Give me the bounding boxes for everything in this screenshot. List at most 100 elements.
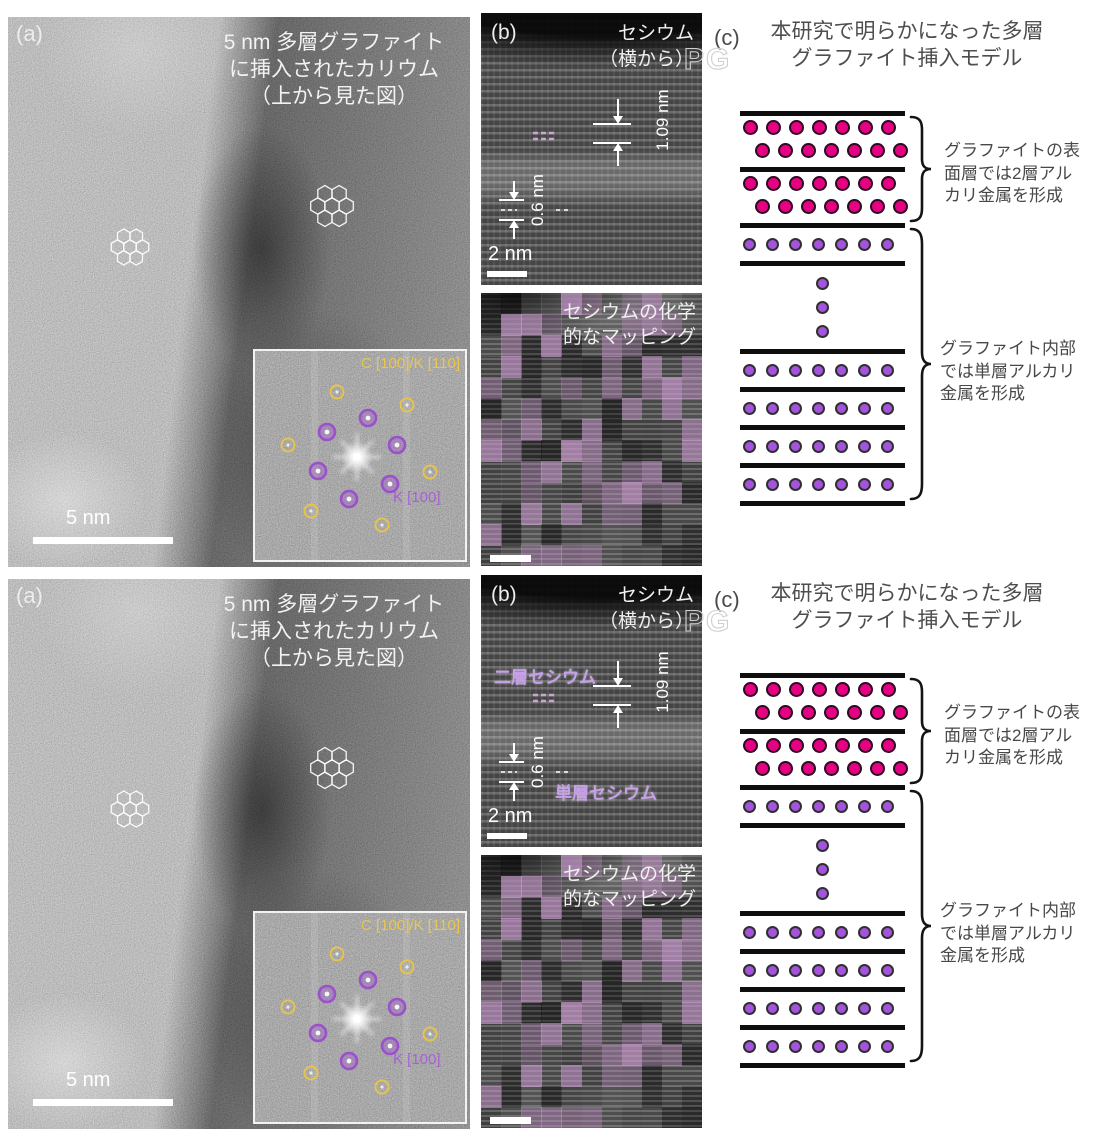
mapping-title: セシウムの化学 的なマッピング	[563, 300, 696, 350]
mapping-tile	[681, 855, 702, 877]
alkali-metal-atom	[870, 199, 885, 214]
mapping-tile	[641, 419, 663, 441]
mapping-tile	[661, 356, 683, 378]
mapping-tile	[581, 335, 603, 357]
alkali-metal-atom	[755, 705, 770, 720]
inner-monolayer-metal-row	[740, 916, 905, 949]
panel-b-chemical-mapping-image: セシウムの化学 的なマッピング	[481, 855, 702, 1128]
mapping-tile	[541, 1086, 562, 1108]
mapping-tile	[581, 419, 603, 441]
surface-bilayer-metal-rows	[740, 678, 908, 729]
mapping-tile	[561, 1107, 582, 1128]
mapping-tile	[681, 1023, 702, 1045]
surface-desc-line3: カリ金属を形成	[944, 748, 1063, 767]
inner-monolayer-metal-row	[740, 992, 905, 1025]
inner-layers-brace	[909, 227, 932, 501]
mapping-tile	[481, 482, 502, 504]
surface-desc-line2: 面層では2層アル	[944, 163, 1073, 183]
alkali-metal-atom	[858, 964, 871, 977]
mapping-tile	[481, 1023, 502, 1045]
alkali-metal-atom	[881, 926, 894, 939]
alkali-metal-atom	[812, 238, 825, 251]
mapping-tile	[501, 524, 522, 546]
mapping-tile	[501, 503, 522, 525]
mapping-tile	[661, 419, 683, 441]
panel-c-header-line2: グラファイト挿入モデル	[791, 609, 1023, 632]
panel-c-header-line2: グラファイト挿入モデル	[791, 47, 1023, 70]
mapping-tile	[561, 1023, 582, 1045]
scale-bar-b	[487, 271, 527, 277]
scale-bar-label-a: 5 nm	[66, 507, 111, 529]
panel-b-title-line1: セシウム	[617, 585, 694, 606]
intercalation-model-diagram	[740, 673, 908, 1068]
mapping-tile	[681, 939, 702, 961]
mapping-tile	[681, 897, 702, 919]
mapping-tile	[501, 1065, 522, 1087]
alkali-metal-atom	[801, 143, 816, 158]
mapping-tile	[561, 356, 582, 378]
fft-inset: C [100]/K [110] K [100]	[253, 911, 467, 1124]
alkali-metal-atom	[847, 199, 862, 214]
mapping-tile	[621, 440, 643, 462]
mapping-tile	[661, 440, 683, 462]
alkali-metal-atom	[755, 143, 770, 158]
alkali-metal-atom	[835, 364, 848, 377]
fft-k-axis-label: K [100]	[393, 489, 441, 506]
inner-layer-description: グラファイト内部 では単層アルカリ 金属を形成	[940, 900, 1076, 968]
measurement-annotations	[499, 99, 631, 239]
panel-b-title: セシウム （横から）	[599, 583, 694, 635]
alkali-metal-atom	[881, 402, 894, 415]
mapping-tile	[541, 1065, 562, 1087]
mapping-tile	[601, 461, 623, 483]
mapping-tile	[521, 960, 542, 982]
fft-c-axis-label: C [100]/K [110]	[361, 355, 460, 372]
inner-desc-line1: グラファイト内部	[940, 901, 1076, 920]
mapping-tile	[661, 545, 683, 566]
mapping-tile	[501, 1023, 522, 1045]
mapping-tile	[661, 293, 683, 315]
mapping-tile	[681, 1044, 702, 1066]
mapping-tile	[541, 876, 562, 898]
alkali-metal-atom	[835, 1040, 848, 1053]
mapping-tile	[521, 377, 542, 399]
figure-copy-f1: PG (a) 5 nm 多層グラファイト に挿入されたカリウム （上から見た図）…	[0, 13, 1111, 575]
alkali-metal-atom	[870, 143, 885, 158]
mapping-tile	[661, 1107, 683, 1128]
mapping-tile	[681, 524, 702, 546]
panel-c-header-line1: 本研究で明らかになった多層	[770, 582, 1044, 605]
mapping-tile	[541, 335, 562, 357]
mapping-tile	[541, 356, 562, 378]
inner-layer-description: グラファイト内部 では単層アルカリ 金属を形成	[940, 338, 1076, 406]
mapping-tile	[501, 461, 522, 483]
alkali-metal-atom	[766, 1040, 779, 1053]
cesium-mapping-mosaic	[481, 855, 702, 1128]
mapping-tile	[641, 335, 663, 357]
mapping-tile	[561, 1002, 582, 1024]
mapping-tile	[661, 897, 683, 919]
alkali-metal-atom	[893, 199, 908, 214]
mapping-tile	[621, 1002, 643, 1024]
surface-layer-description: グラファイトの表 面層では2層アル カリ金属を形成	[944, 140, 1080, 208]
fft-pattern	[255, 351, 465, 560]
mapping-tile	[641, 876, 663, 898]
mapping-tile	[661, 918, 683, 940]
mapping-tile	[541, 1023, 562, 1045]
mapping-tile	[581, 960, 603, 982]
alkali-metal-atom	[789, 120, 804, 135]
mapping-tile	[601, 1086, 623, 1108]
mapping-tile	[501, 293, 522, 315]
inner-monolayer-metal-row	[740, 790, 905, 823]
inner-monolayer-metal-row	[740, 1030, 905, 1063]
fft-inset: C [100]/K [110] K [100]	[253, 349, 467, 562]
panel-b-title: セシウム （横から）	[599, 21, 694, 73]
inner-desc-line2: では単層アルカリ	[940, 361, 1076, 381]
panel-a-tem-image: (a) 5 nm 多層グラファイト に挿入されたカリウム （上から見た図） 5 …	[8, 579, 470, 1129]
alkali-metal-atom	[789, 440, 802, 453]
mapping-tile	[501, 335, 522, 357]
inner-monolayer-metal-row	[740, 228, 905, 261]
mapping-tile	[621, 1107, 643, 1128]
mapping-tile	[621, 398, 643, 420]
mapping-tile	[501, 897, 522, 919]
graphene-hexagon-overlay-left	[110, 790, 150, 828]
